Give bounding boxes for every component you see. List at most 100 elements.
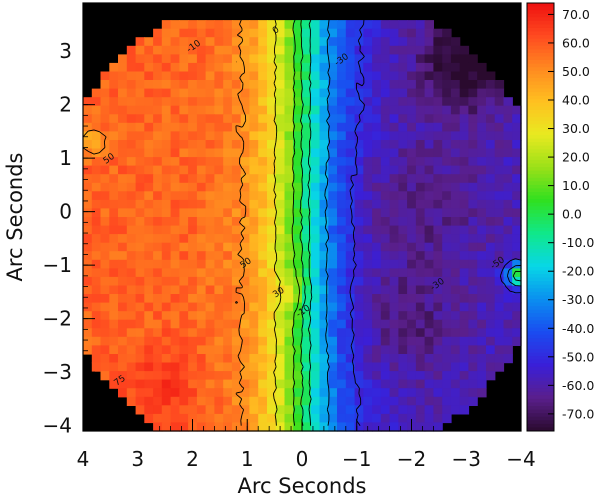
heatmap-cell [240,165,251,175]
heatmap-cell [310,422,321,432]
heatmap-cell [433,422,443,432]
heatmap-cell [293,54,303,64]
heatmap-cell [415,276,426,287]
colorbar-tick-label: 60.0 [562,35,590,50]
heatmap-cell [389,251,399,261]
heatmap-cell [450,362,461,372]
heatmap-cell [398,174,408,184]
heatmap-cell [477,319,487,329]
heatmap-cell [494,157,505,167]
heatmap-cell [424,105,434,115]
heatmap-cell [153,182,163,192]
heatmap-cell [424,71,434,81]
heatmap-cell [214,191,224,201]
heatmap-cell [415,182,426,192]
heatmap-cell [424,208,434,218]
heatmap-cell [153,242,163,252]
heatmap-cell [223,251,233,261]
heatmap-cell [486,165,496,175]
colorbar-segment [527,110,554,114]
heatmap-cell [477,208,487,218]
heatmap-cell [354,122,364,132]
heatmap-cell [345,268,356,278]
heatmap-cell [442,174,452,184]
heatmap-cell [319,20,329,30]
heatmap-cell [249,182,259,192]
heatmap-cell [135,37,145,47]
heatmap-cell [345,319,356,329]
heatmap-cell [354,45,364,55]
heatmap-cell [319,71,329,81]
heatmap-cell [267,259,277,269]
heatmap-cell [354,54,364,64]
heatmap-cell [275,285,286,295]
colorbar-segment [527,31,554,36]
colorbar-tick-label: 40.0 [562,93,590,108]
heatmap-cell [188,199,198,210]
heatmap-cell [372,234,382,244]
heatmap-cell [170,20,180,30]
heatmap-cell [258,71,268,81]
heatmap-cell [494,165,505,175]
heatmap-cell [170,54,180,64]
heatmap-cell [109,276,119,287]
colorbar-segment [527,199,554,204]
heatmap-cell [503,114,513,124]
heatmap-cell [459,405,470,415]
colorbar-segment [527,238,554,243]
heatmap-cell [293,140,303,150]
heatmap-cell [512,114,522,124]
heatmap-cell [205,405,215,415]
heatmap-cell [170,165,180,175]
heatmap-cell [433,362,443,372]
contour-level-30 [272,18,282,426]
heatmap-cell [302,413,312,424]
heatmap-cell [433,225,443,235]
heatmap-cell [91,105,102,115]
colorbar-segment [527,56,554,61]
heatmap-cell [205,80,215,90]
heatmap-cell [240,345,251,355]
heatmap-cell [486,259,496,269]
heatmap-cell [450,251,461,261]
heatmap-cell [170,208,180,218]
heatmap-cell [512,251,522,261]
heatmap-cell [442,208,452,218]
heatmap-cell [486,157,496,167]
heatmap-cell [468,319,478,329]
heatmap-cell [486,336,496,346]
heatmap-cell [196,80,207,90]
heatmap-cell [302,28,312,38]
heatmap-cell [407,268,417,278]
colorbar-segment [527,120,554,125]
heatmap-cell [223,217,233,227]
heatmap-cell [135,371,145,381]
heatmap-cell [240,285,251,295]
heatmap-cell [459,199,470,210]
heatmap-cell [398,182,408,192]
heatmap-cell [424,174,434,184]
heatmap-cell [319,242,329,252]
heatmap-cell [424,199,434,210]
heatmap-cell [196,114,207,124]
heatmap-cell [240,328,251,338]
heatmap-cell [310,105,321,115]
heatmap-cell [398,268,408,278]
heatmap-cell [223,28,233,38]
colorbar-segment [527,370,554,375]
heatmap-cell [398,422,408,432]
heatmap-cell [302,122,312,132]
heatmap-cell [223,174,233,184]
heatmap-cell [284,294,294,304]
heatmap-cell [284,285,294,295]
heatmap-cell [118,208,128,218]
heatmap-cell [83,217,93,227]
heatmap-cell [398,122,408,132]
heatmap-cell [258,336,268,346]
heatmap-cell [345,294,356,304]
heatmap-cell [380,88,391,98]
heatmap-cell [144,88,154,98]
heatmap-cell [100,199,110,210]
heatmap-cell [415,259,426,269]
heatmap-cell [231,140,242,150]
